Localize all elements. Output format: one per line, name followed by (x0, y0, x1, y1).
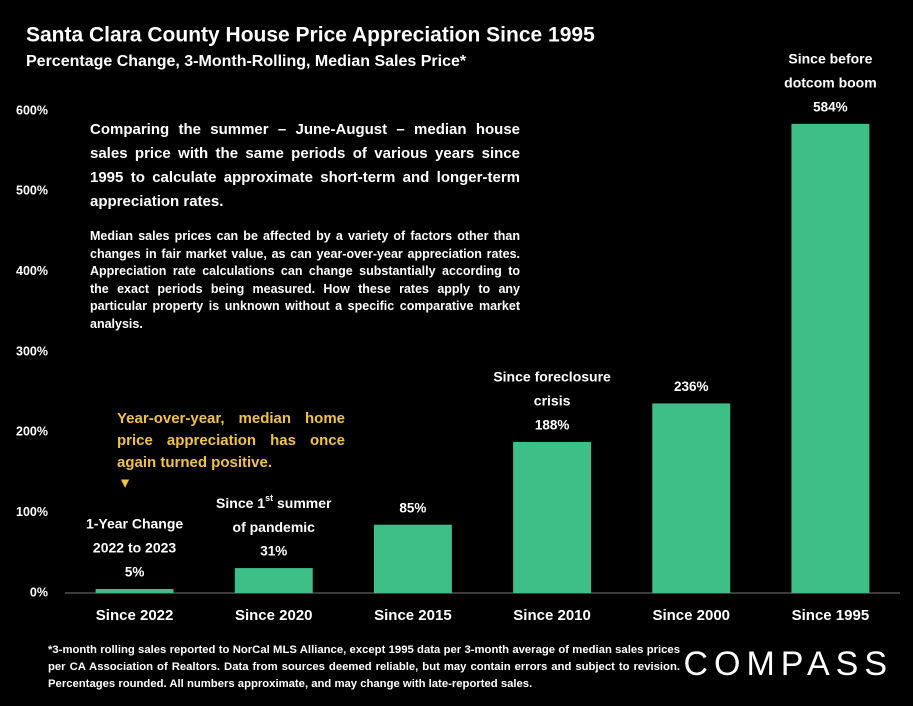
data-label: 85% (399, 500, 426, 515)
bar-note-part: Since 1 (216, 495, 265, 511)
x-tick-label: Since 2010 (513, 607, 591, 624)
bar-note: Since before (788, 51, 872, 67)
bar (234, 568, 313, 593)
chart-title: Santa Clara County House Price Appreciat… (26, 24, 595, 47)
callout-text: Year-over-year, median home price apprec… (117, 410, 345, 471)
y-tick-label: 100% (16, 505, 48, 519)
y-tick-label: 200% (16, 425, 48, 439)
data-label: 584% (813, 99, 848, 114)
intro-text: Comparing the summer – June-August – med… (90, 121, 520, 210)
bar (652, 403, 731, 593)
bar-note-part: st (265, 493, 273, 503)
x-tick-label: Since 1995 (792, 607, 870, 624)
y-tick-label: 500% (16, 184, 48, 198)
bar-note: Since 1st summer (216, 493, 332, 510)
bar-note: 1-Year Change (86, 516, 183, 532)
bar (95, 588, 174, 593)
bar-note: Since foreclosure (493, 369, 611, 385)
bar (791, 123, 870, 593)
bar (373, 524, 452, 593)
data-label: 31% (260, 544, 287, 559)
x-tick-label: Since 2015 (374, 607, 452, 624)
y-tick-label: 300% (16, 344, 48, 358)
brand-logo: COMPASS (683, 645, 893, 683)
caveat-text: Median sales prices can be affected by a… (90, 229, 520, 331)
footnote: *3-month rolling sales reported to NorCa… (48, 644, 680, 690)
bar-note: of pandemic (233, 519, 316, 535)
bar-note: dotcom boom (784, 75, 877, 91)
bar-note-part: summer (273, 495, 332, 511)
y-tick-label: 400% (16, 264, 48, 278)
bar (513, 441, 592, 593)
data-label: 236% (674, 379, 709, 394)
y-tick-label: 0% (30, 585, 48, 599)
bar-note: crisis (534, 393, 571, 409)
y-tick-label: 600% (16, 103, 48, 117)
data-label: 188% (535, 418, 570, 433)
bar-note: 2022 to 2023 (93, 540, 176, 556)
x-tick-label: Since 2020 (235, 607, 313, 624)
x-tick-label: Since 2022 (96, 607, 174, 624)
data-label: 5% (125, 565, 145, 580)
x-tick-label: Since 2000 (652, 607, 730, 624)
chart-subtitle: Percentage Change, 3-Month-Rolling, Medi… (26, 53, 467, 70)
callout-arrow: ▼ (118, 475, 132, 491)
